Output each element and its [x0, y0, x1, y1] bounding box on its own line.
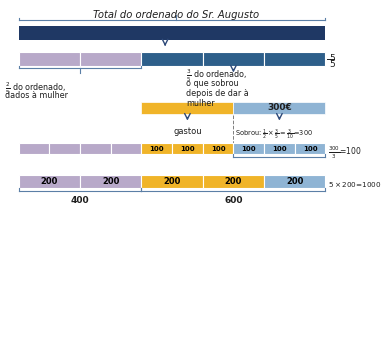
Text: depois de dar à: depois de dar à	[186, 89, 249, 98]
Text: 200: 200	[41, 177, 58, 186]
Text: 100: 100	[303, 146, 317, 152]
Bar	[203, 175, 264, 188]
Text: 200: 200	[286, 177, 303, 186]
Text: 300€: 300€	[267, 103, 292, 112]
Bar	[172, 143, 203, 154]
Bar	[264, 175, 325, 188]
Text: 100: 100	[211, 146, 225, 152]
Bar	[80, 53, 141, 66]
Text: 400: 400	[71, 196, 90, 205]
Text: 100: 100	[241, 146, 256, 152]
Text: 200: 200	[102, 177, 120, 186]
Text: gastou: gastou	[173, 127, 202, 137]
Bar	[19, 175, 80, 188]
Text: 5: 5	[330, 54, 335, 62]
Text: Total do ordenado do Sr. Augusto: Total do ordenado do Sr. Augusto	[93, 10, 259, 20]
Text: $\frac{2}{5}$ do ordenado,: $\frac{2}{5}$ do ordenado,	[5, 80, 66, 97]
Bar	[264, 143, 295, 154]
Text: 200: 200	[163, 177, 181, 186]
Bar	[234, 143, 264, 154]
Bar	[295, 143, 325, 154]
Text: 100: 100	[272, 146, 287, 152]
Text: 100: 100	[149, 146, 164, 152]
Text: $\frac{3}{5}$ do ordenado,: $\frac{3}{5}$ do ordenado,	[186, 68, 247, 84]
Bar	[264, 53, 325, 66]
Bar	[111, 143, 141, 154]
Text: 600: 600	[224, 196, 243, 205]
Text: $5\times200$=1000: $5\times200$=1000	[328, 180, 381, 188]
Bar	[19, 26, 325, 40]
Text: Sobrou: $\frac{1}{2}\times\frac{3}{5}=\frac{3}{10}$=300: Sobrou: $\frac{1}{2}\times\frac{3}{5}=\f…	[235, 127, 313, 142]
Bar	[141, 175, 203, 188]
Bar	[141, 102, 234, 114]
Bar	[80, 143, 111, 154]
Text: o que sobrou: o que sobrou	[186, 79, 239, 88]
Text: mulher: mulher	[186, 99, 215, 108]
Bar	[203, 53, 264, 66]
Text: 200: 200	[225, 177, 242, 186]
Bar	[49, 143, 80, 154]
Text: $\frac{300}{3}$=100: $\frac{300}{3}$=100	[328, 145, 362, 161]
Bar	[80, 175, 141, 188]
Bar	[141, 143, 172, 154]
Text: dados à mulher: dados à mulher	[5, 92, 68, 100]
Bar	[19, 143, 49, 154]
Bar	[234, 102, 325, 114]
Bar	[19, 53, 80, 66]
Bar	[141, 53, 203, 66]
Bar	[203, 143, 234, 154]
Text: 100: 100	[180, 146, 195, 152]
Text: 5: 5	[330, 60, 335, 69]
